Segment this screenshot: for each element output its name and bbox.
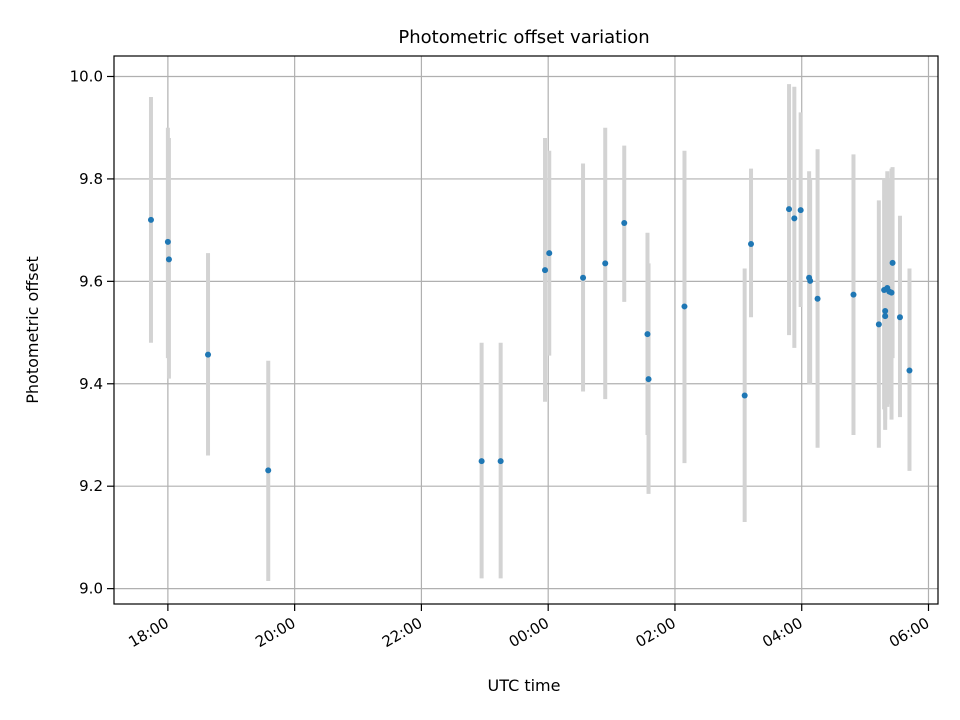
data-point xyxy=(265,467,272,474)
data-point xyxy=(741,392,748,399)
data-point xyxy=(580,274,587,281)
y-tick-label: 9.8 xyxy=(79,170,103,188)
data-point xyxy=(882,313,889,320)
grid-lines xyxy=(114,56,938,604)
data-point xyxy=(797,207,804,214)
data-point xyxy=(147,216,154,223)
data-point xyxy=(748,240,755,247)
data-points xyxy=(147,206,913,474)
y-tick-label: 9.2 xyxy=(79,477,103,495)
data-point xyxy=(164,238,171,245)
data-point xyxy=(850,291,857,298)
data-point xyxy=(205,351,212,358)
data-point xyxy=(645,376,652,383)
x-tick-label: 06:00 xyxy=(886,614,932,651)
x-tick-label: 04:00 xyxy=(759,614,805,651)
x-tick-label: 00:00 xyxy=(506,614,552,651)
x-axis-ticks: 18:00 20:00 22:00 00:00 02:00 04:00 06:00 xyxy=(125,604,932,651)
data-point xyxy=(814,295,821,302)
y-axis-label: Photometric offset xyxy=(23,256,42,404)
data-point xyxy=(621,219,628,226)
data-point xyxy=(497,458,504,465)
data-point xyxy=(875,321,882,328)
chart-title: Photometric offset variation xyxy=(398,27,649,48)
data-point xyxy=(906,367,913,374)
y-tick-label: 10.0 xyxy=(70,67,103,85)
data-point xyxy=(786,206,793,213)
data-point xyxy=(546,250,553,257)
error-bars xyxy=(148,84,912,581)
x-tick-label: 22:00 xyxy=(379,614,425,651)
data-point xyxy=(681,303,688,310)
x-tick-label: 18:00 xyxy=(125,614,171,651)
x-tick-label: 20:00 xyxy=(252,614,298,651)
data-point xyxy=(602,260,609,267)
x-axis-label: UTC time xyxy=(488,676,561,695)
data-point xyxy=(791,215,798,222)
data-point xyxy=(644,331,651,338)
data-point xyxy=(542,267,549,274)
data-point xyxy=(888,289,895,296)
data-point xyxy=(165,256,172,263)
data-point xyxy=(889,259,896,266)
y-tick-label: 9.4 xyxy=(79,375,103,393)
y-tick-label: 9.0 xyxy=(79,580,103,598)
plot-frame xyxy=(113,55,939,605)
data-point xyxy=(882,308,889,315)
y-tick-label: 9.6 xyxy=(79,272,103,290)
y-axis-ticks: 9.0 9.2 9.4 9.6 9.8 10.0 xyxy=(70,67,114,598)
data-point xyxy=(478,458,485,465)
data-point xyxy=(807,277,814,284)
data-point xyxy=(896,314,903,321)
x-tick-label: 02:00 xyxy=(633,614,679,651)
